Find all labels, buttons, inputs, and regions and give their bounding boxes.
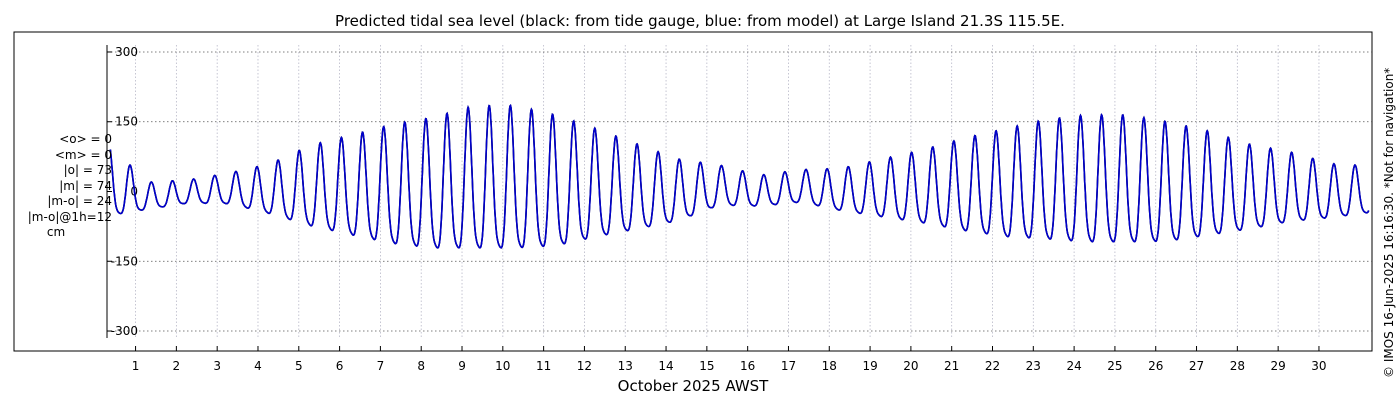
y-tick-label: 150 <box>115 115 138 129</box>
stats-line: |m-o|@1h=12 <box>27 209 112 224</box>
x-tick-label: 15 <box>699 359 714 373</box>
stats-line: cm <box>46 225 66 239</box>
stats-line: |o| = 73 <box>63 163 112 177</box>
axes: 1 2 3 4 5 6 7 8 9 10 11 12 13 14 15 16 17 18 19 20 21 22 23 24 2… <box>106 45 1327 373</box>
x-tick-label: 21 <box>944 359 959 373</box>
x-tick-label: 9 <box>458 359 466 373</box>
x-tick-label: 3 <box>213 359 221 373</box>
x-tick-label: 8 <box>417 359 425 373</box>
x-tick-label: 18 <box>822 359 837 373</box>
x-tick-label: 19 <box>862 359 877 373</box>
stats-line: |m| = 74 <box>59 178 112 193</box>
x-tick-label: 22 <box>985 359 1000 373</box>
plot-frame <box>13 31 1373 352</box>
x-tick-label: 27 <box>1189 359 1204 373</box>
x-tick-label: 7 <box>377 359 385 373</box>
stats-box: <o> = 0 <m> = 0 |o| = 73 |m| = 74 |m-o| = 24… <box>0 132 112 241</box>
x-tick-label: 6 <box>336 359 344 373</box>
x-tick-label: 20 <box>903 359 918 373</box>
x-tick-label: 26 <box>1148 359 1163 373</box>
x-tick-label: 5 <box>295 359 303 373</box>
x-tick-label: 4 <box>254 359 262 373</box>
grid-lines <box>107 45 1372 338</box>
x-tick-label: 1 <box>132 359 140 373</box>
copyright-note: © IMOS 16-Jun-2025 16:16:30. *Not for na… <box>1382 68 1396 378</box>
x-tick-label: 17 <box>781 359 796 373</box>
stats-line: |m-o| = 24 <box>47 194 112 208</box>
x-tick-label: 10 <box>495 359 510 373</box>
x-tick-label: 12 <box>577 359 592 373</box>
model-series-line <box>109 104 1370 249</box>
x-tick-label: 28 <box>1230 359 1245 373</box>
x-tick-label: 29 <box>1271 359 1286 373</box>
stats-line: <m> = 0 <box>54 147 112 162</box>
x-tick-label: 30 <box>1311 359 1326 373</box>
x-tick-label: 2 <box>173 359 181 373</box>
x-tick-label: 25 <box>1107 359 1122 373</box>
x-axis-label: October 2025 AWST <box>618 377 770 395</box>
x-tick-label: 24 <box>1066 359 1081 373</box>
x-tick-label: 23 <box>1026 359 1041 373</box>
chart-title: Predicted tidal sea level (black: from t… <box>335 12 1065 30</box>
y-tick-label: -150 <box>111 254 138 268</box>
y-tick-label: -300 <box>111 324 138 338</box>
x-tick-label: 14 <box>658 359 673 373</box>
series-lines <box>109 104 1370 249</box>
stats-line: <o> = 0 <box>59 132 112 146</box>
x-tick-label: 13 <box>618 359 633 373</box>
x-tick-label: 11 <box>536 359 551 373</box>
x-tick-label: 16 <box>740 359 755 373</box>
y-tick-label: 300 <box>115 45 138 59</box>
